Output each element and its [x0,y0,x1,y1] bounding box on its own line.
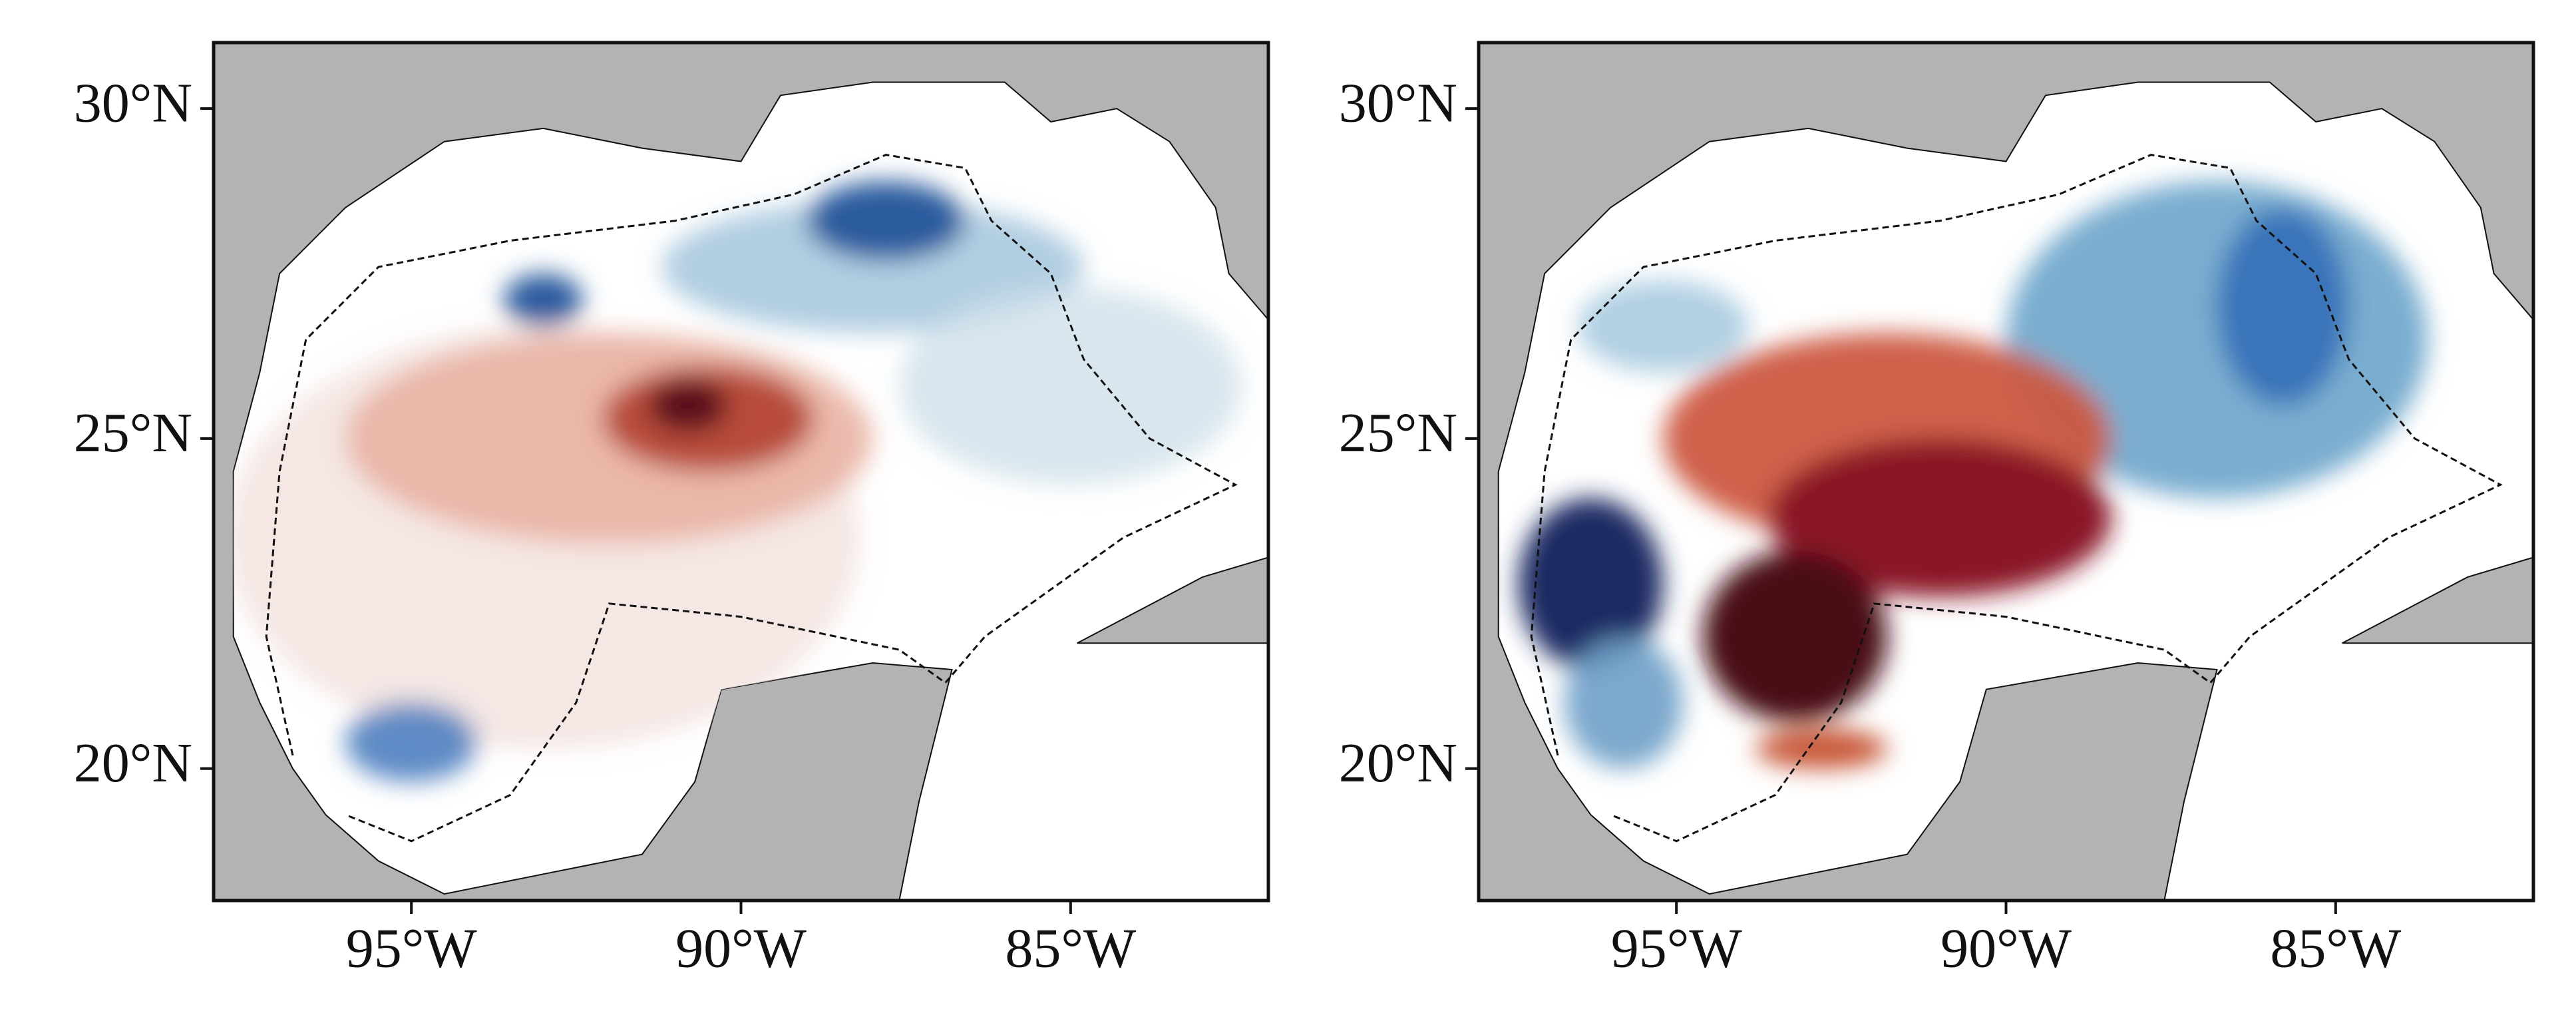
heat-cell [1755,729,1888,769]
x-tick-label: 95°W [346,917,478,979]
heat-cell [2217,207,2349,406]
heat-cell [1518,498,1664,670]
map-panel: 20°N 25°N 30°N 95°W 90°W 85°W [1339,41,2535,979]
heat-cell [1564,636,1684,769]
heat-cell [648,379,728,433]
y-tick-label: 30°N [1339,72,1457,134]
heat-cell [661,200,1084,333]
heatmap [233,181,1242,782]
y-tick-label: 20°N [1339,732,1457,794]
x-tick-label: 90°W [1940,917,2072,979]
heat-cell [899,286,1242,485]
x-tick-label: 95°W [1611,917,1743,979]
x-tick-label: 85°W [1005,917,1137,979]
x-tick-label: 85°W [2270,917,2402,979]
heat-cell [807,181,966,261]
heat-cell [345,702,478,782]
heat-cell [1702,550,1888,723]
heat-cell [1577,280,1749,373]
heat-cell [503,274,583,327]
x-tick-label: 90°W [675,917,807,979]
y-tick-label: 30°N [74,72,192,134]
heatmap [1518,181,2428,769]
y-tick-label: 25°N [1339,402,1457,464]
y-tick-label: 20°N [74,732,192,794]
y-tick-label: 25°N [74,402,192,464]
heat-cell [1768,438,2112,597]
depth-contour [1530,154,2503,843]
depth-contour [265,154,1238,843]
map-panel: 20°N 25°N 30°N 95°W 90°W 85°W [74,41,1270,979]
